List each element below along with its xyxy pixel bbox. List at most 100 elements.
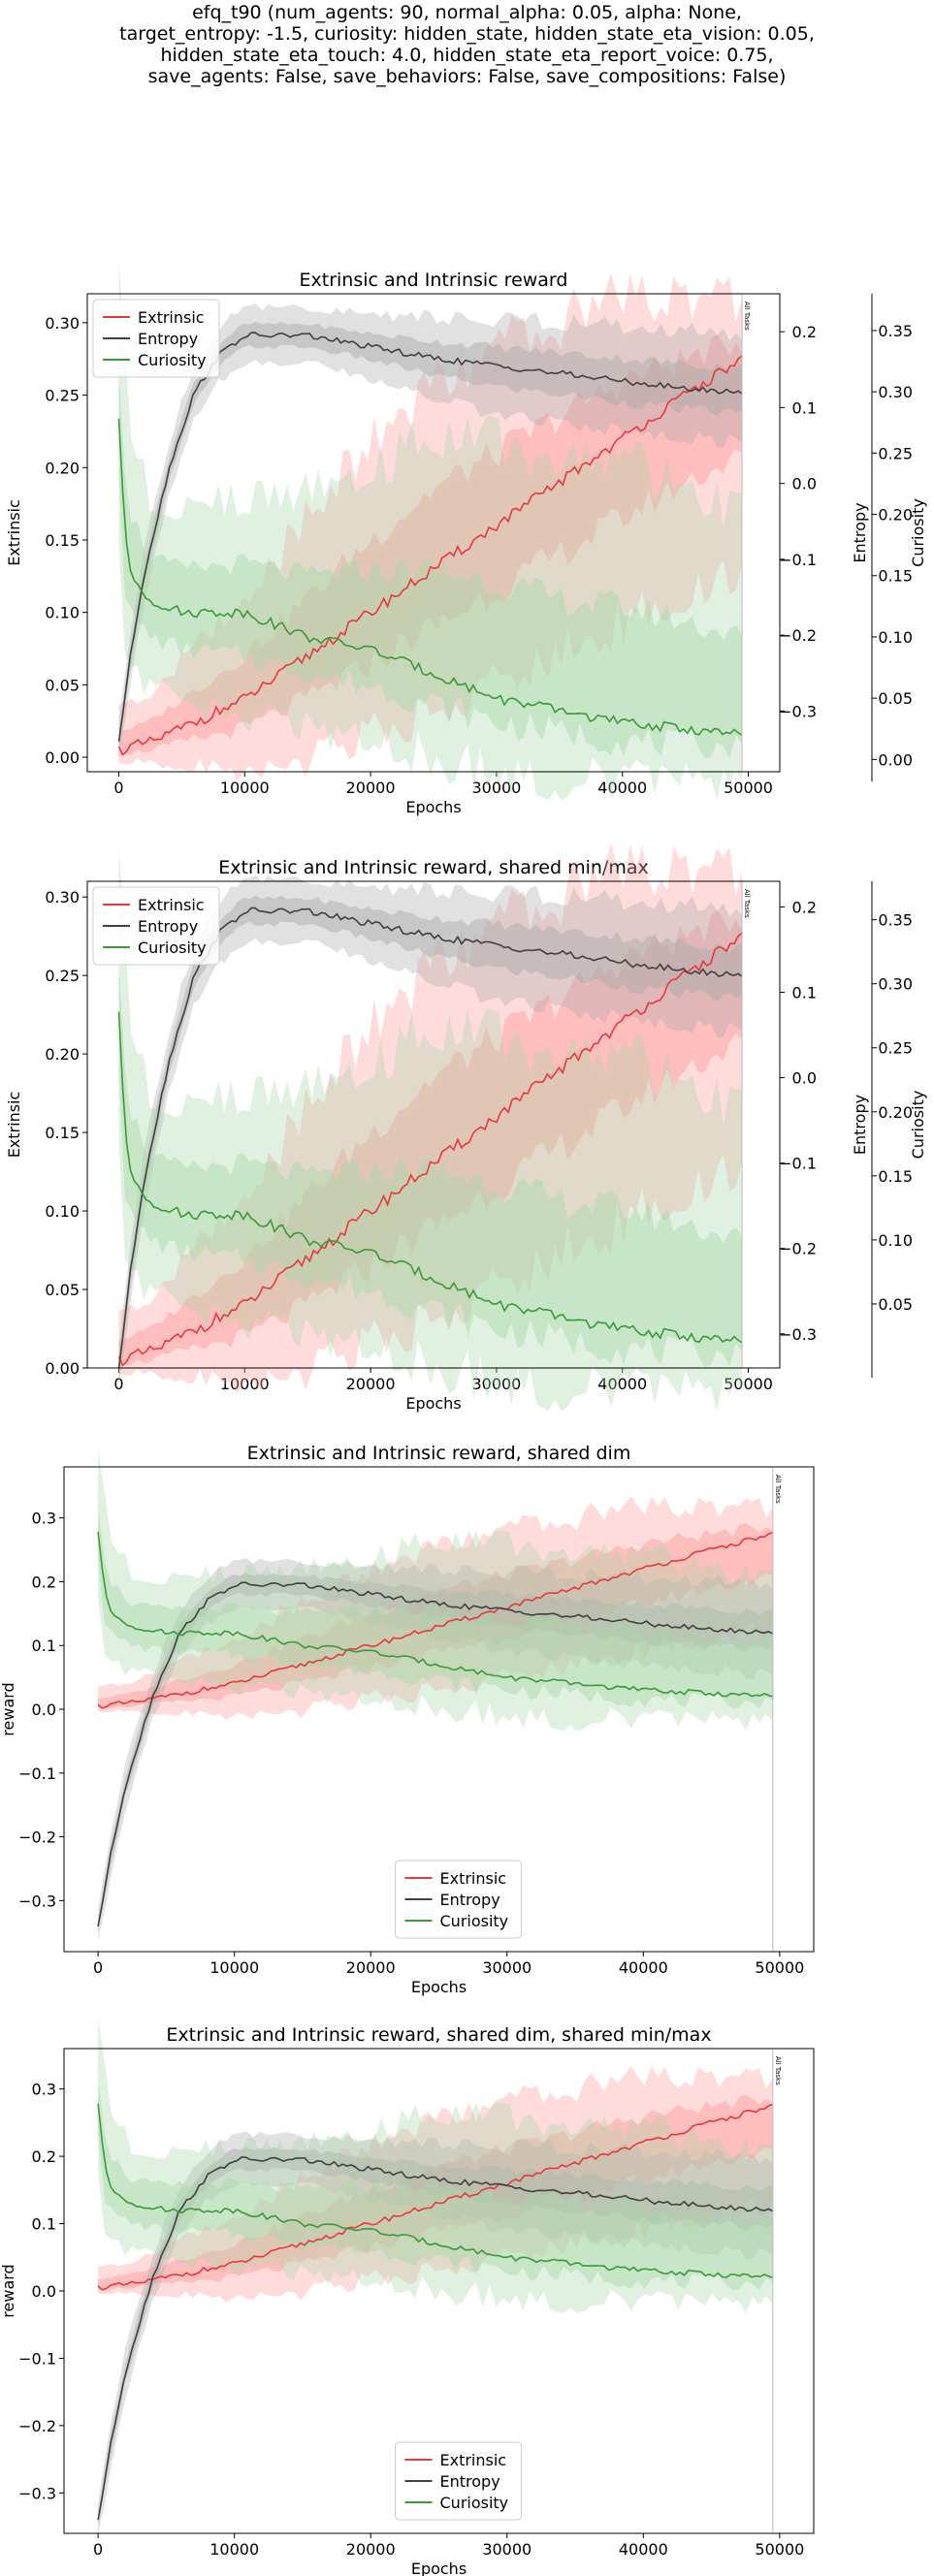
series-inner-band-curiosity [98,1508,773,1709]
series-inner-band-entropy [118,895,743,1375]
y3-tick-label: 0.15 [878,567,913,586]
series-band-curiosity [98,1450,773,1732]
y-tick-label: −0.1 [18,1765,56,1783]
legend-box [395,1860,522,1939]
legend-label-curiosity: Curiosity [138,351,207,369]
y2-axis-label: Entropy [851,502,869,562]
legend: Extrinsic Entropy Curiosity [92,886,220,966]
suptitle-line: hidden_state_eta_touch: 4.0, hidden_stat… [160,45,774,66]
legend-label-extrinsic: Extrinsic [440,2451,507,2469]
task-marker-label: All Tasks [774,2056,782,2085]
y-axis-label: Extrinsic [5,1092,23,1159]
y3-tick-label: 0.30 [878,383,913,401]
y-tick-label: 0.05 [45,676,80,694]
series-line-entropy [97,2156,774,2521]
suptitle-line: efq_t90 (num_agents: 90, normal_alpha: 0… [192,2,742,23]
y3-tick-label: 0.20 [878,1103,913,1122]
legend: Extrinsic Entropy Curiosity [395,2441,522,2521]
x-tick-label: 20000 [346,1958,396,1977]
series-band-entropy [118,875,743,1387]
series-band-curiosity [98,2018,773,2314]
x-tick-label: 40000 [597,779,647,797]
x-tick-label: 0 [93,2540,103,2559]
y2-tick-label: 0.0 [792,475,817,493]
legend-box [395,2441,522,2521]
y-tick-label: 0.00 [45,748,80,767]
series-line-entropy [117,906,743,1369]
legend-label-curiosity: Curiosity [440,1912,509,1930]
y2-tick-label: 0.2 [792,898,817,916]
legend-label-entropy: Entropy [138,917,198,936]
y3-tick-label: 0.05 [878,689,913,708]
task-marker-label: All Tasks [743,302,751,331]
x-tick-label: 0 [93,1958,103,1977]
chart-panel: Extrinsic and Intrinsic reward, shared m… [5,843,927,1413]
y3-tick-label: 0.20 [878,506,913,525]
series-line-curiosity [97,2103,774,2279]
x-tick-label: 30000 [482,2540,531,2559]
series-inner-band-entropy [118,321,743,747]
x-tick-label: 50000 [755,2540,804,2559]
x-tick-label: 50000 [724,779,773,797]
y-axis-label: reward [0,1682,17,1735]
x-tick-label: 40000 [619,2540,668,2559]
y-tick-label: 0.25 [45,387,80,405]
y3-axis-label: Curiosity [909,498,927,567]
y-tick-label: −0.3 [18,1892,56,1910]
y-tick-label: 0.2 [32,2147,56,2166]
y2-tick-label: −0.2 [779,1240,817,1258]
series-line-extrinsic [97,1531,774,1709]
series-inner-band-extrinsic [98,2094,773,2291]
chart-title: Extrinsic and Intrinsic reward, shared d… [166,2024,711,2046]
series-inner-band-entropy [98,1573,773,1931]
x-tick-label: 10000 [220,779,270,797]
x-tick-label: 0 [113,1375,123,1393]
task-marker-label: All Tasks [743,889,751,918]
legend-label-entropy: Entropy [138,330,198,348]
series-line-curiosity [117,418,743,736]
chart-title: Extrinsic and Intrinsic reward, shared m… [218,857,648,878]
suptitle-line: target_entropy: -1.5, curiosity: hidden_… [119,23,815,45]
figure-suptitle: efq_t90 (num_agents: 90, normal_alpha: 0… [0,2,934,87]
x-axis-label: Epochs [405,1394,461,1413]
x-tick-label: 50000 [755,1958,804,1977]
series-band-entropy [98,2131,773,2535]
legend-label-entropy: Entropy [440,1891,500,1909]
x-tick-label: 20000 [346,2540,396,2559]
y3-tick-label: 0.30 [878,975,913,994]
legend-box [92,299,220,378]
legend-label-extrinsic: Extrinsic [440,1869,507,1888]
series-inner-band-extrinsic [118,909,743,1367]
y-tick-label: 0.3 [32,2081,56,2099]
y3-tick-label: 0.25 [878,444,913,462]
y-tick-label: 0.30 [45,888,80,906]
y-axis-label: Extrinsic [5,499,23,566]
y-tick-label: −0.2 [18,1829,56,1847]
y-axis-label: reward [0,2264,17,2317]
y-tick-label: 0.3 [32,1510,56,1528]
legend-label-entropy: Entropy [440,2472,500,2491]
y-tick-label: 0.15 [45,1124,80,1142]
y-tick-label: 0.15 [45,531,80,550]
series-inner-band-extrinsic [98,1523,773,1709]
y-tick-label: 0.05 [45,1281,80,1299]
series-band-extrinsic [98,1495,773,1720]
series-line-curiosity [117,1011,743,1344]
y-tick-label: 0.25 [45,967,80,985]
y2-tick-label: −0.1 [779,551,817,569]
y3-tick-label: 0.05 [878,1295,913,1314]
y-tick-label: 0.1 [32,1637,56,1655]
y-tick-label: −0.3 [18,2484,56,2502]
y3-tick-label: 0.10 [878,1231,913,1250]
x-tick-label: 10000 [209,1958,259,1977]
series-band-extrinsic [118,272,743,781]
y3-tick-label: 0.35 [878,322,913,340]
y-tick-label: −0.1 [18,2349,56,2368]
chart-title: Extrinsic and Intrinsic reward, shared d… [247,1443,631,1464]
y3-tick-label: 0.10 [878,628,913,647]
series-line-entropy [97,1581,774,1926]
legend-box [92,886,220,966]
legend-label-curiosity: Curiosity [138,938,207,957]
series-band-entropy [118,303,743,759]
x-tick-label: 10000 [220,1375,270,1393]
